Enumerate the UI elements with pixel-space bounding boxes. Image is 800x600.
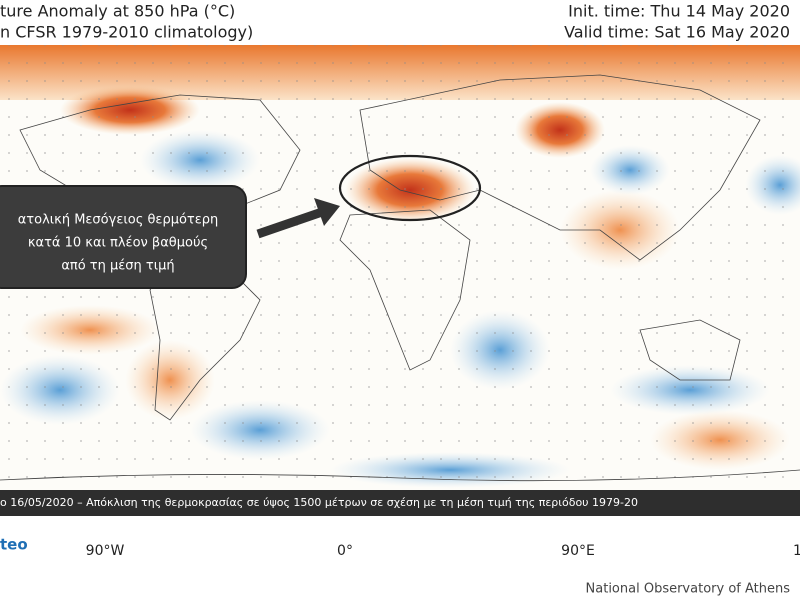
annotation-line: ατολική Μεσόγειος θερμότερη [18,213,219,228]
annotation-box: ατολική Μεσόγειος θερμότερη κατά 10 και … [0,185,247,289]
valid-time: Valid time: Sat 16 May 2020 [564,23,790,42]
map-subtitle: n CFSR 1979-2010 climatology) [0,23,253,42]
lon-label: 0° [337,543,353,559]
map-title: ture Anomaly at 850 hPa (°C) [0,2,235,21]
source: National Observatory of Athens [586,582,791,597]
lon-label: 1 [793,543,800,559]
lon-label: 90°E [561,543,595,559]
caption: ο 16/05/2020 – Απόκλιση της θερμοκρασίας… [0,496,638,509]
lon-label: 90°W [86,543,125,559]
map-area [0,45,800,490]
init-time: Init. time: Thu 14 May 2020 [568,2,790,21]
annotation-line: από τη μέση τιμή [61,259,174,274]
annotation-line: κατά 10 και πλέον βαθμούς [28,236,208,251]
logo: teo [0,536,28,554]
